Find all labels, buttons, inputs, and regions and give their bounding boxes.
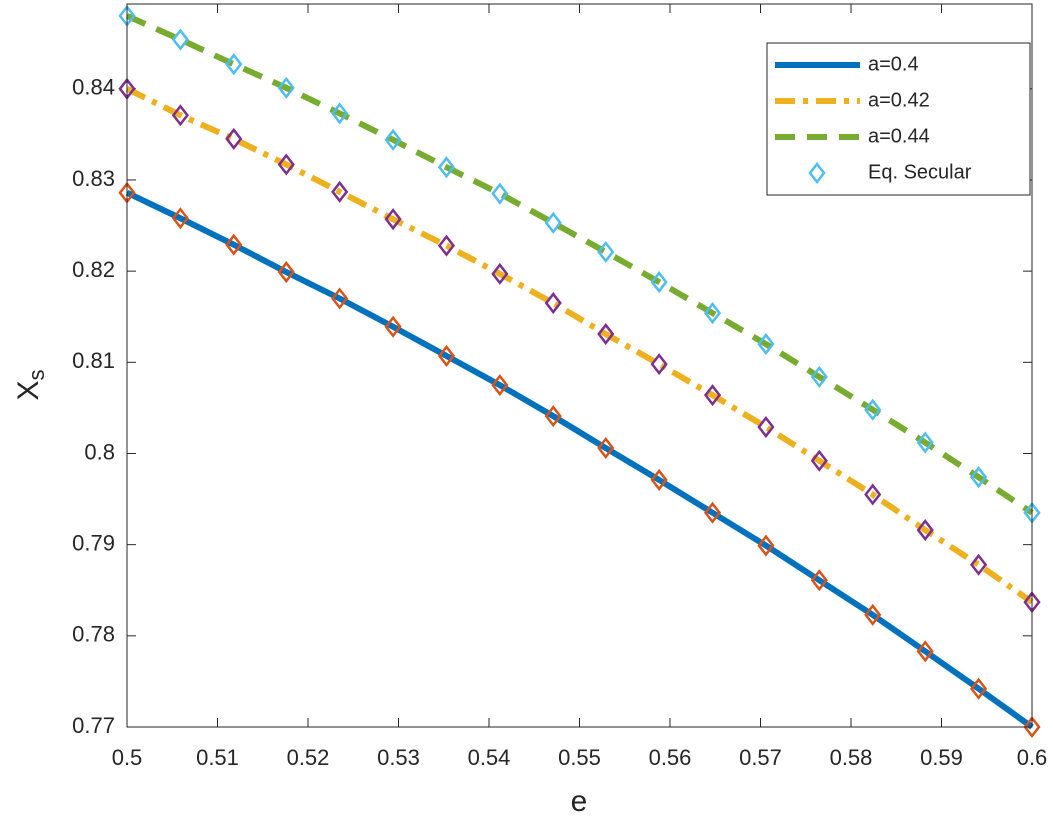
marker bbox=[650, 271, 668, 294]
marker bbox=[225, 127, 243, 150]
marker bbox=[810, 449, 828, 472]
x-tick-label: 0.56 bbox=[649, 745, 692, 770]
marker bbox=[703, 384, 722, 407]
x-tick-label: 0.51 bbox=[196, 745, 239, 770]
marker bbox=[864, 603, 882, 626]
marker bbox=[703, 501, 722, 524]
x-tick-label: 0.52 bbox=[287, 745, 330, 770]
marker bbox=[384, 208, 402, 231]
y-tick-label: 0.82 bbox=[72, 257, 115, 282]
marker bbox=[597, 240, 615, 264]
y-label-main: X bbox=[12, 380, 45, 400]
x-tick-label: 0.58 bbox=[830, 745, 873, 770]
marker bbox=[597, 436, 615, 460]
marker bbox=[225, 233, 243, 256]
marker bbox=[1023, 715, 1041, 739]
y-tick-label: 0.83 bbox=[72, 166, 115, 191]
marker bbox=[970, 553, 988, 576]
x-tick-label: 0.6 bbox=[1017, 745, 1048, 770]
marker bbox=[491, 182, 509, 205]
marker bbox=[810, 365, 828, 388]
series-line bbox=[125, 190, 1034, 730]
y-tick-label: 0.8 bbox=[84, 439, 115, 464]
x-tick-label: 0.53 bbox=[377, 745, 420, 770]
x-tick-label: 0.59 bbox=[920, 745, 963, 770]
marker bbox=[650, 353, 668, 376]
marker bbox=[916, 519, 934, 542]
marker bbox=[544, 211, 562, 234]
marker bbox=[650, 468, 668, 491]
y-tick-label: 0.84 bbox=[72, 75, 115, 100]
marker bbox=[437, 344, 456, 367]
marker bbox=[864, 483, 882, 506]
y-axis-label: Xs bbox=[12, 369, 49, 400]
y-label-sub: s bbox=[24, 369, 49, 380]
marker bbox=[970, 677, 988, 700]
marker bbox=[491, 262, 509, 285]
legend-label: a=0.4 bbox=[868, 53, 919, 75]
marker bbox=[171, 207, 189, 230]
marker bbox=[757, 416, 775, 439]
legend-label: Eq. Secular bbox=[868, 161, 972, 183]
marker bbox=[970, 466, 988, 489]
marker bbox=[703, 302, 722, 325]
y-tick-label: 0.81 bbox=[72, 348, 115, 373]
y-tick-label: 0.77 bbox=[72, 713, 115, 738]
series-line bbox=[125, 13, 1034, 516]
marker bbox=[757, 534, 775, 557]
marker bbox=[171, 28, 189, 51]
x-tick-label: 0.55 bbox=[558, 745, 601, 770]
x-axis-label: e bbox=[571, 785, 588, 818]
marker bbox=[277, 153, 295, 176]
marker bbox=[277, 76, 295, 99]
marker bbox=[544, 405, 562, 428]
legend-label: a=0.44 bbox=[868, 125, 930, 147]
marker bbox=[597, 323, 615, 346]
legend-marker bbox=[808, 161, 826, 185]
marker bbox=[384, 315, 402, 338]
marker bbox=[544, 292, 562, 315]
marker bbox=[277, 261, 295, 284]
series-line bbox=[125, 86, 1034, 605]
marker bbox=[864, 398, 882, 421]
x-tick-label: 0.57 bbox=[739, 745, 782, 770]
marker bbox=[916, 640, 934, 663]
marker bbox=[437, 234, 456, 257]
legend-label: a=0.42 bbox=[868, 89, 930, 111]
legend-box bbox=[766, 42, 1031, 196]
marker bbox=[331, 102, 349, 125]
marker bbox=[384, 128, 402, 151]
marker bbox=[225, 53, 243, 76]
marker bbox=[916, 431, 934, 454]
axes-frame bbox=[126, 3, 1033, 728]
marker bbox=[757, 333, 775, 356]
marker bbox=[331, 287, 349, 310]
x-tick-label: 0.54 bbox=[468, 745, 511, 770]
x-tick-label: 0.5 bbox=[112, 745, 143, 770]
y-tick-label: 0.78 bbox=[72, 622, 115, 647]
marker bbox=[437, 156, 456, 179]
marker bbox=[171, 104, 189, 127]
y-tick-label: 0.79 bbox=[72, 530, 115, 555]
marker bbox=[331, 180, 349, 203]
marker bbox=[810, 569, 828, 592]
marker bbox=[491, 374, 509, 397]
